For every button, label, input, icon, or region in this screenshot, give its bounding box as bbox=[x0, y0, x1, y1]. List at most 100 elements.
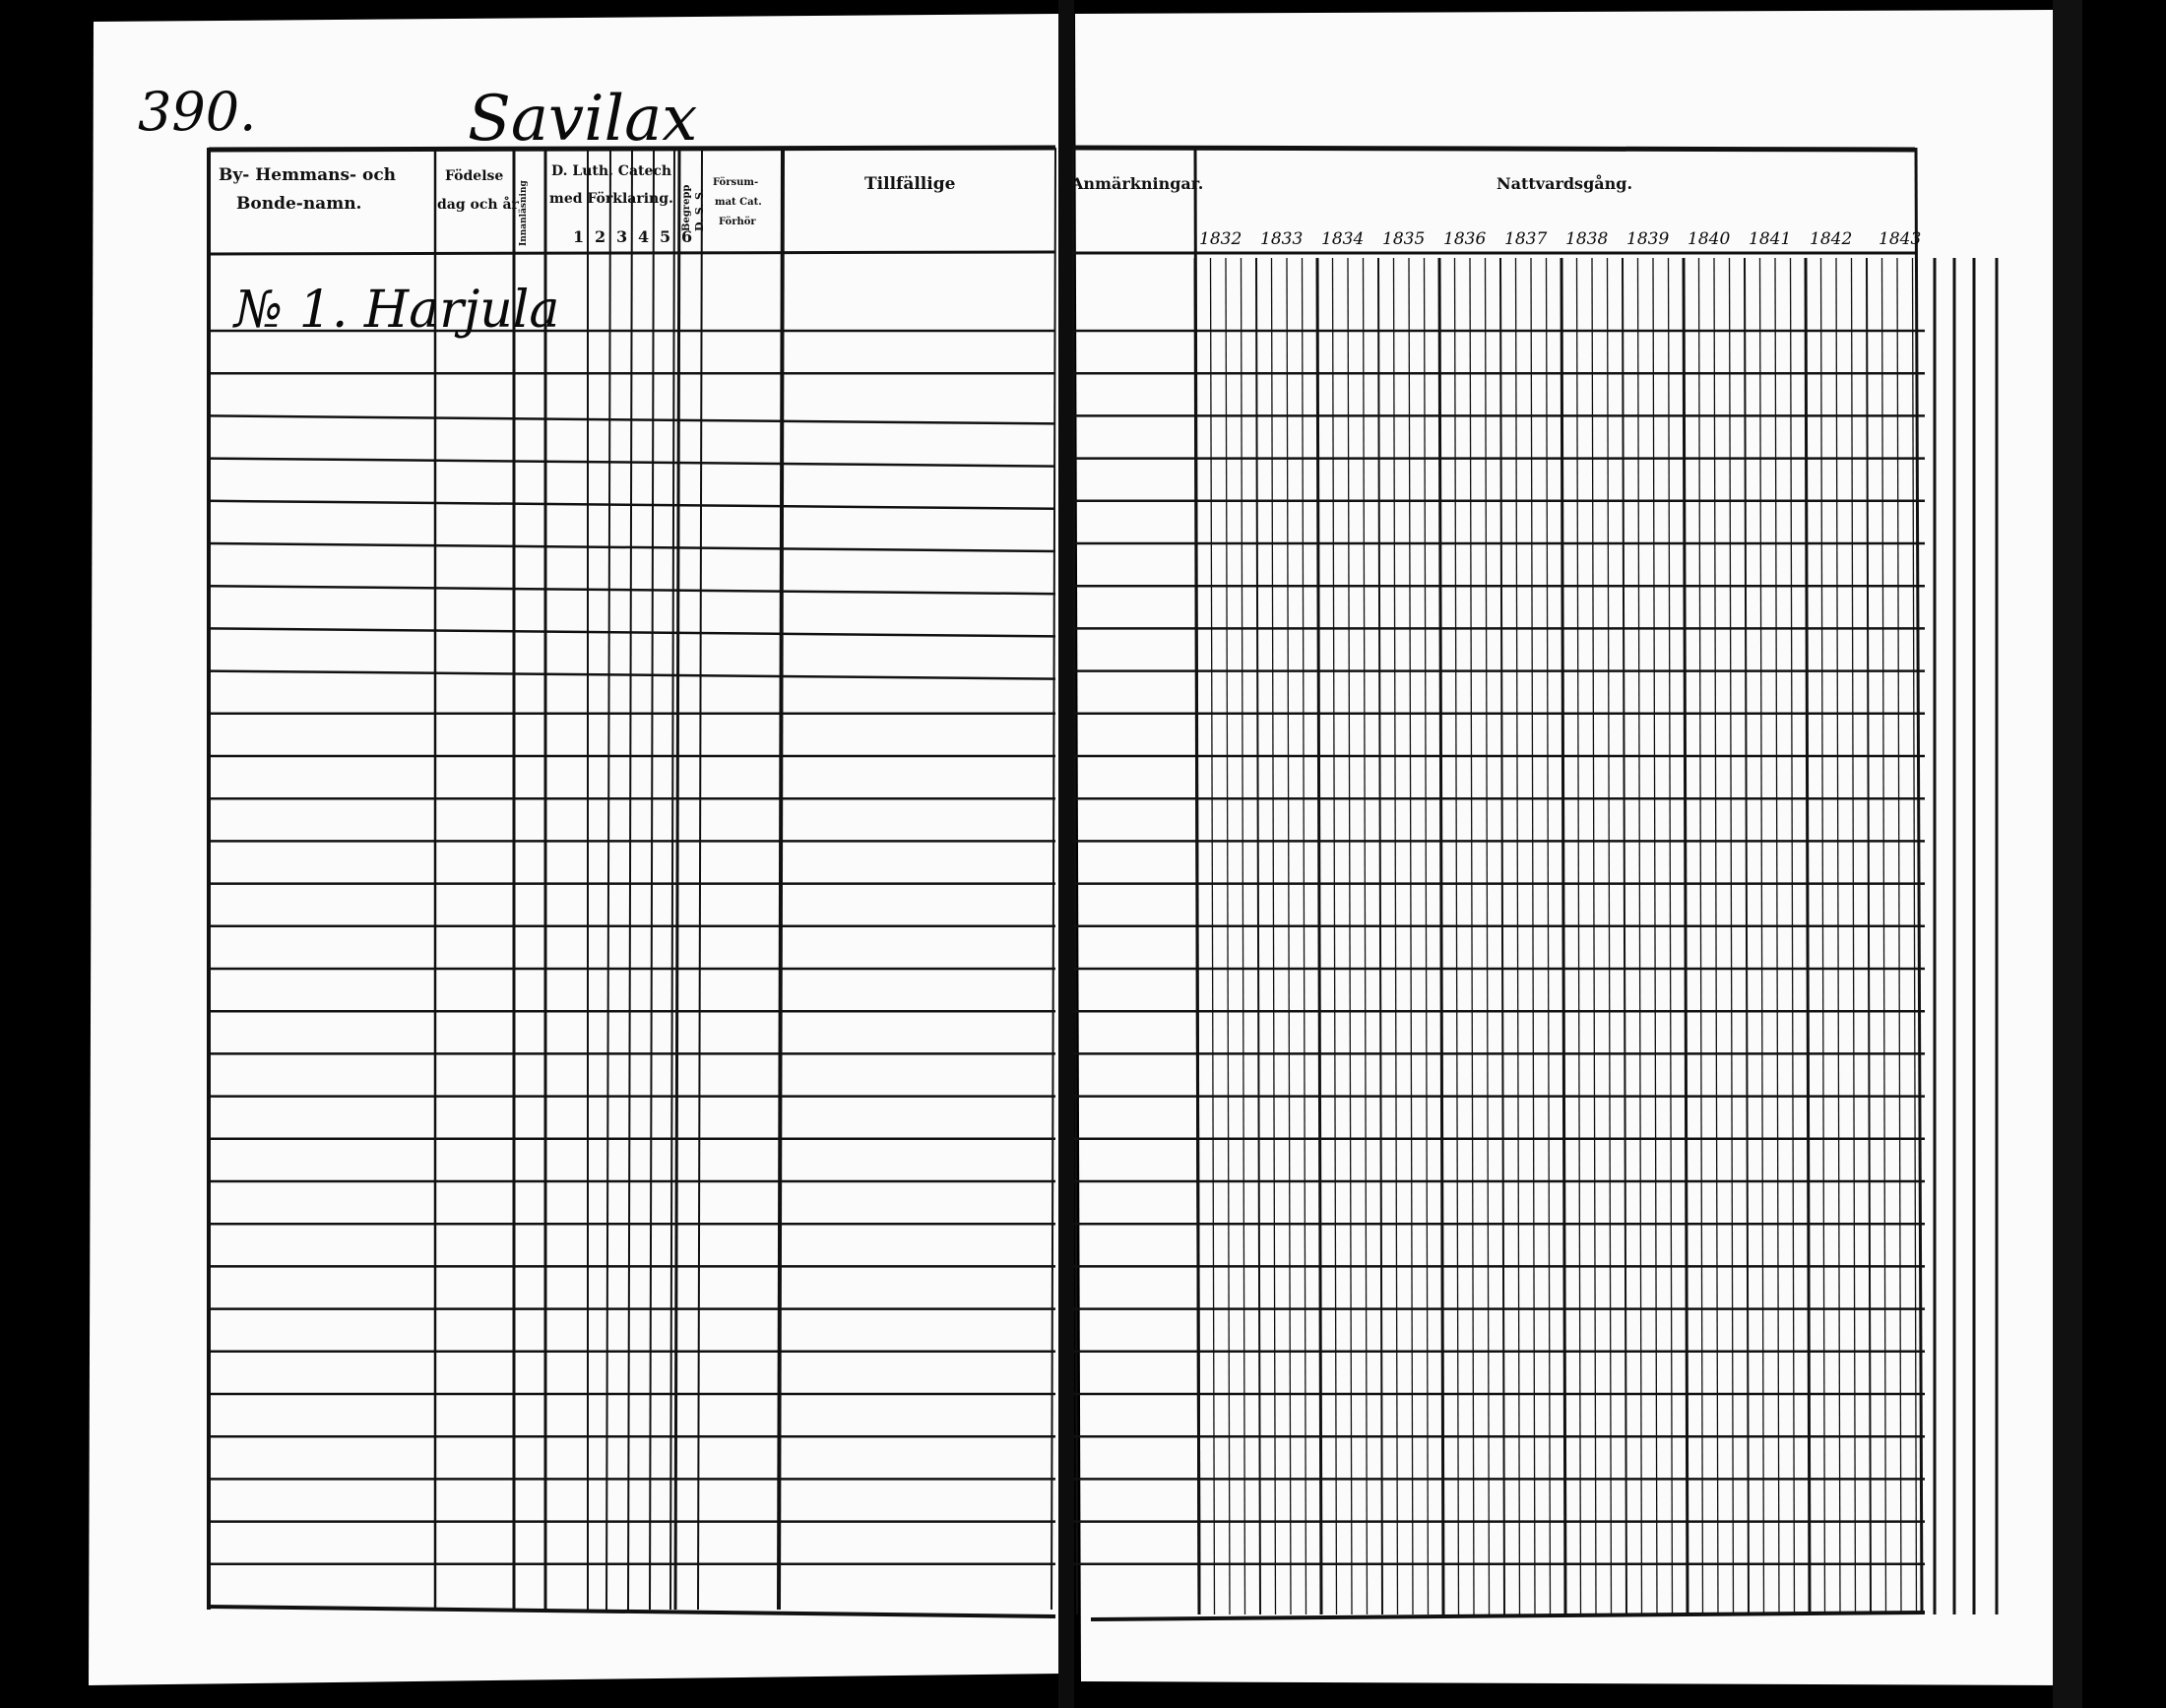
quarter-column-rule bbox=[1835, 257, 1841, 1615]
year-column-rule bbox=[1193, 257, 1201, 1615]
quarter-column-rule bbox=[1636, 257, 1643, 1615]
header-missed-line2: mat Cat. bbox=[715, 197, 762, 208]
year-column-rule bbox=[1315, 257, 1323, 1615]
header-top-rule bbox=[1072, 145, 1916, 153]
quarter-column-rule bbox=[1392, 257, 1399, 1615]
quarter-column-rule bbox=[1270, 257, 1277, 1615]
column-rule bbox=[673, 147, 681, 1611]
year-column-rule bbox=[1622, 257, 1627, 1615]
catech-digit: 5 bbox=[660, 227, 670, 246]
quarter-column-rule bbox=[1331, 257, 1338, 1615]
page-number: 390. bbox=[138, 81, 256, 143]
year-label: 1834 bbox=[1321, 229, 1364, 249]
quarter-column-rule bbox=[1591, 257, 1597, 1615]
quarter-column-rule bbox=[1469, 257, 1475, 1615]
quarter-column-rule bbox=[1789, 257, 1796, 1615]
year-column-rule bbox=[1804, 257, 1812, 1615]
book-gutter bbox=[1058, 0, 1074, 1708]
catech-digit: 3 bbox=[616, 227, 627, 246]
quarter-column-rule bbox=[1774, 257, 1780, 1615]
column-rule bbox=[777, 147, 785, 1611]
column-rule bbox=[669, 147, 675, 1611]
quarter-column-rule bbox=[1530, 257, 1536, 1615]
header-name-line1: By- Hemmans- och bbox=[219, 165, 396, 185]
left-page bbox=[89, 14, 1061, 1685]
header-missed-line1: Försum- bbox=[713, 177, 758, 188]
column-rule bbox=[627, 147, 633, 1611]
year-column-rule bbox=[1866, 257, 1872, 1615]
quarter-column-rule bbox=[1697, 257, 1704, 1615]
year-label: 1842 bbox=[1810, 229, 1852, 249]
year-column-rule bbox=[1744, 257, 1750, 1615]
quarter-column-rule bbox=[1514, 257, 1521, 1615]
header-dss: D. S. S. bbox=[693, 189, 706, 231]
quarter-column-rule bbox=[1225, 257, 1231, 1615]
quarter-column-rule bbox=[1713, 257, 1719, 1615]
column-rule bbox=[605, 147, 611, 1611]
catech-digit: 1 bbox=[573, 227, 584, 246]
year-label: 1838 bbox=[1565, 229, 1608, 249]
year-label: 1833 bbox=[1260, 229, 1303, 249]
header-missed-line3: Förhör bbox=[719, 217, 756, 227]
header-communion: Nattvardsgång. bbox=[1497, 173, 1632, 193]
catech-digit: 2 bbox=[595, 227, 605, 246]
bottom-rule bbox=[206, 1605, 1056, 1618]
header-birth-line1: Födelse bbox=[445, 168, 503, 184]
year-column-rule bbox=[1682, 257, 1689, 1615]
header-catech-line1: D. Luth. Catech bbox=[551, 163, 671, 179]
quarter-column-rule bbox=[1667, 257, 1674, 1615]
quarter-column-rule bbox=[1758, 257, 1765, 1615]
column-rule bbox=[1914, 147, 1924, 1615]
quarter-column-rule bbox=[1606, 257, 1613, 1615]
year-column-rule bbox=[1499, 257, 1505, 1615]
column-rule bbox=[697, 147, 703, 1611]
row-rule bbox=[208, 541, 1056, 553]
year-label: 1839 bbox=[1626, 229, 1669, 249]
quarter-column-rule bbox=[1347, 257, 1353, 1615]
column-rule bbox=[1051, 147, 1056, 1611]
header-birth-line2: dag och år bbox=[437, 195, 520, 213]
quarter-column-rule bbox=[1484, 257, 1491, 1615]
quarter-column-rule bbox=[1896, 257, 1902, 1615]
catech-digit: 4 bbox=[638, 227, 649, 246]
quarter-column-rule bbox=[1819, 257, 1826, 1615]
row-rule bbox=[208, 584, 1056, 596]
year-label: 1832 bbox=[1199, 229, 1242, 249]
year-column-rule bbox=[1437, 257, 1445, 1615]
quarter-column-rule bbox=[1209, 257, 1216, 1615]
year-label: 1840 bbox=[1688, 229, 1730, 249]
bottom-rule bbox=[1090, 1611, 1926, 1621]
header-name-line2: Bonde-namn. bbox=[236, 194, 361, 214]
row-rule bbox=[208, 627, 1056, 638]
parish-title: Savilax bbox=[468, 83, 697, 156]
header-catech-line2: med Förklaring. bbox=[549, 191, 673, 207]
column-rule bbox=[649, 147, 655, 1611]
quarter-column-rule bbox=[1240, 257, 1246, 1615]
ruled-grid bbox=[206, 145, 1999, 1621]
quarter-column-rule bbox=[1575, 257, 1582, 1615]
column-rule bbox=[1072, 147, 1078, 1615]
year-label: 1841 bbox=[1749, 229, 1791, 249]
year-column-rule bbox=[1560, 257, 1567, 1615]
quarter-column-rule bbox=[1545, 257, 1552, 1615]
quarter-column-rule bbox=[1408, 257, 1414, 1615]
quarter-column-rule bbox=[1301, 257, 1307, 1615]
quarter-column-rule bbox=[1652, 257, 1658, 1615]
quarter-column-rule bbox=[1880, 257, 1887, 1615]
year-label: 1843 bbox=[1879, 229, 1921, 249]
quarter-column-rule bbox=[1850, 257, 1857, 1615]
quarter-column-rule bbox=[1728, 257, 1735, 1615]
quarter-column-rule bbox=[1362, 257, 1369, 1615]
header-occasional: Tillfällige bbox=[864, 174, 956, 194]
year-label: 1837 bbox=[1504, 229, 1547, 249]
year-column-rule bbox=[1377, 257, 1383, 1615]
quarter-column-rule bbox=[1423, 257, 1430, 1615]
row-rule bbox=[208, 669, 1056, 680]
quarter-column-rule bbox=[1911, 257, 1918, 1615]
right-edge-shadow bbox=[2053, 0, 2082, 1708]
header-reading: Innanläsning bbox=[518, 180, 529, 246]
year-column-rule bbox=[1255, 257, 1261, 1615]
header-remarks: Anmärkningar. bbox=[1070, 174, 1203, 193]
year-label: 1836 bbox=[1443, 229, 1486, 249]
